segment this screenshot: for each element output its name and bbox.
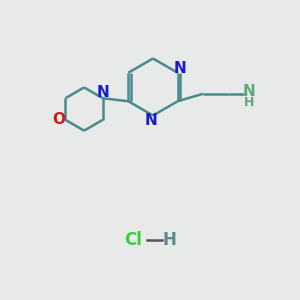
Text: N: N	[96, 85, 109, 100]
Text: N: N	[174, 61, 187, 76]
Text: Cl: Cl	[124, 231, 142, 249]
Text: H: H	[244, 96, 254, 109]
Text: N: N	[145, 112, 158, 128]
Text: N: N	[243, 84, 256, 99]
Text: H: H	[163, 231, 176, 249]
Text: O: O	[52, 112, 65, 127]
